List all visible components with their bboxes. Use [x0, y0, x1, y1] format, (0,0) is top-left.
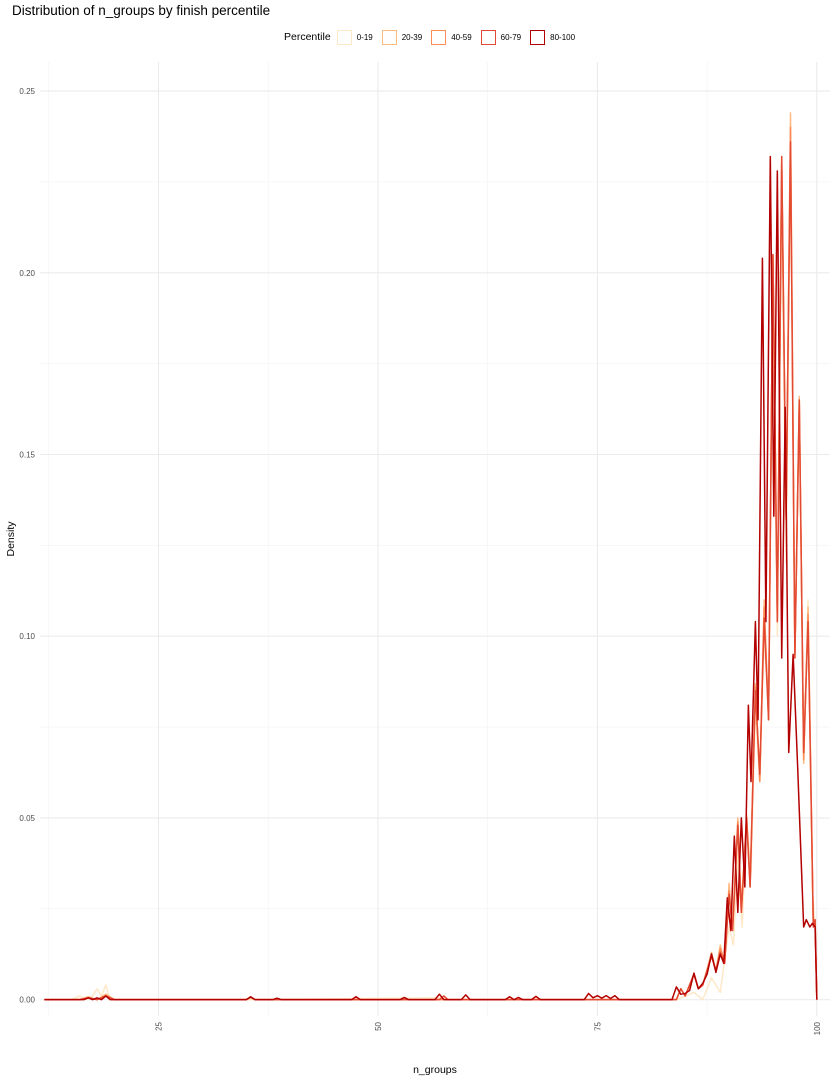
legend-item-80-100: 80-100 [530, 29, 576, 45]
series-line-60-79 [44, 141, 818, 1001]
y-tick-label: 0.20 [19, 269, 35, 278]
legend-label-40-59: 40-59 [451, 32, 472, 42]
y-tick-label: 0.00 [19, 996, 35, 1005]
legend: Percentile 0-19 20-39 40-59 60-79 80-100 [284, 27, 584, 47]
legend-label-20-39: 20-39 [401, 32, 423, 42]
legend-key-60-79 [480, 29, 496, 45]
legend-key-0-19 [336, 29, 352, 45]
y-tick-label: 0.15 [19, 451, 35, 460]
legend-title: Percentile [284, 31, 331, 43]
x-tick-label: 100 [813, 1021, 822, 1035]
grid-lines [40, 62, 830, 1016]
x-tick-label: 25 [155, 1021, 164, 1030]
tick-labels: 0.00 0.05 0.10 0.15 0.20 0.25 25 50 75 100 [19, 87, 821, 1035]
y-tick-label: 0.10 [19, 632, 35, 641]
series-line-20-39 [44, 112, 818, 1001]
chart-title: Distribution of n_groups by finish perce… [12, 3, 271, 18]
series-line-80-100 [44, 155, 818, 1001]
legend-key-20-39 [381, 29, 397, 45]
y-tick-label: 0.05 [19, 814, 35, 823]
legend-item-60-79: 60-79 [480, 29, 522, 45]
y-axis-title: Density [5, 521, 17, 557]
legend-key-40-59 [431, 29, 447, 45]
x-axis-title: n_groups [413, 1064, 457, 1076]
series-line-0-19 [44, 163, 818, 1001]
series-line-40-59 [44, 126, 818, 1001]
y-tick-label: 0.25 [19, 87, 35, 96]
series-lines [44, 112, 818, 1001]
legend-label-0-19: 0-19 [356, 32, 373, 42]
legend-item-0-19: 0-19 [336, 29, 373, 45]
legend-key-80-100 [530, 29, 546, 45]
x-tick-label: 75 [593, 1021, 602, 1030]
legend-item-20-39: 20-39 [381, 29, 423, 45]
legend-label-80-100: 80-100 [550, 32, 576, 42]
legend-item-40-59: 40-59 [431, 29, 472, 45]
x-tick-label: 50 [374, 1021, 383, 1030]
legend-label-60-79: 60-79 [500, 32, 522, 42]
